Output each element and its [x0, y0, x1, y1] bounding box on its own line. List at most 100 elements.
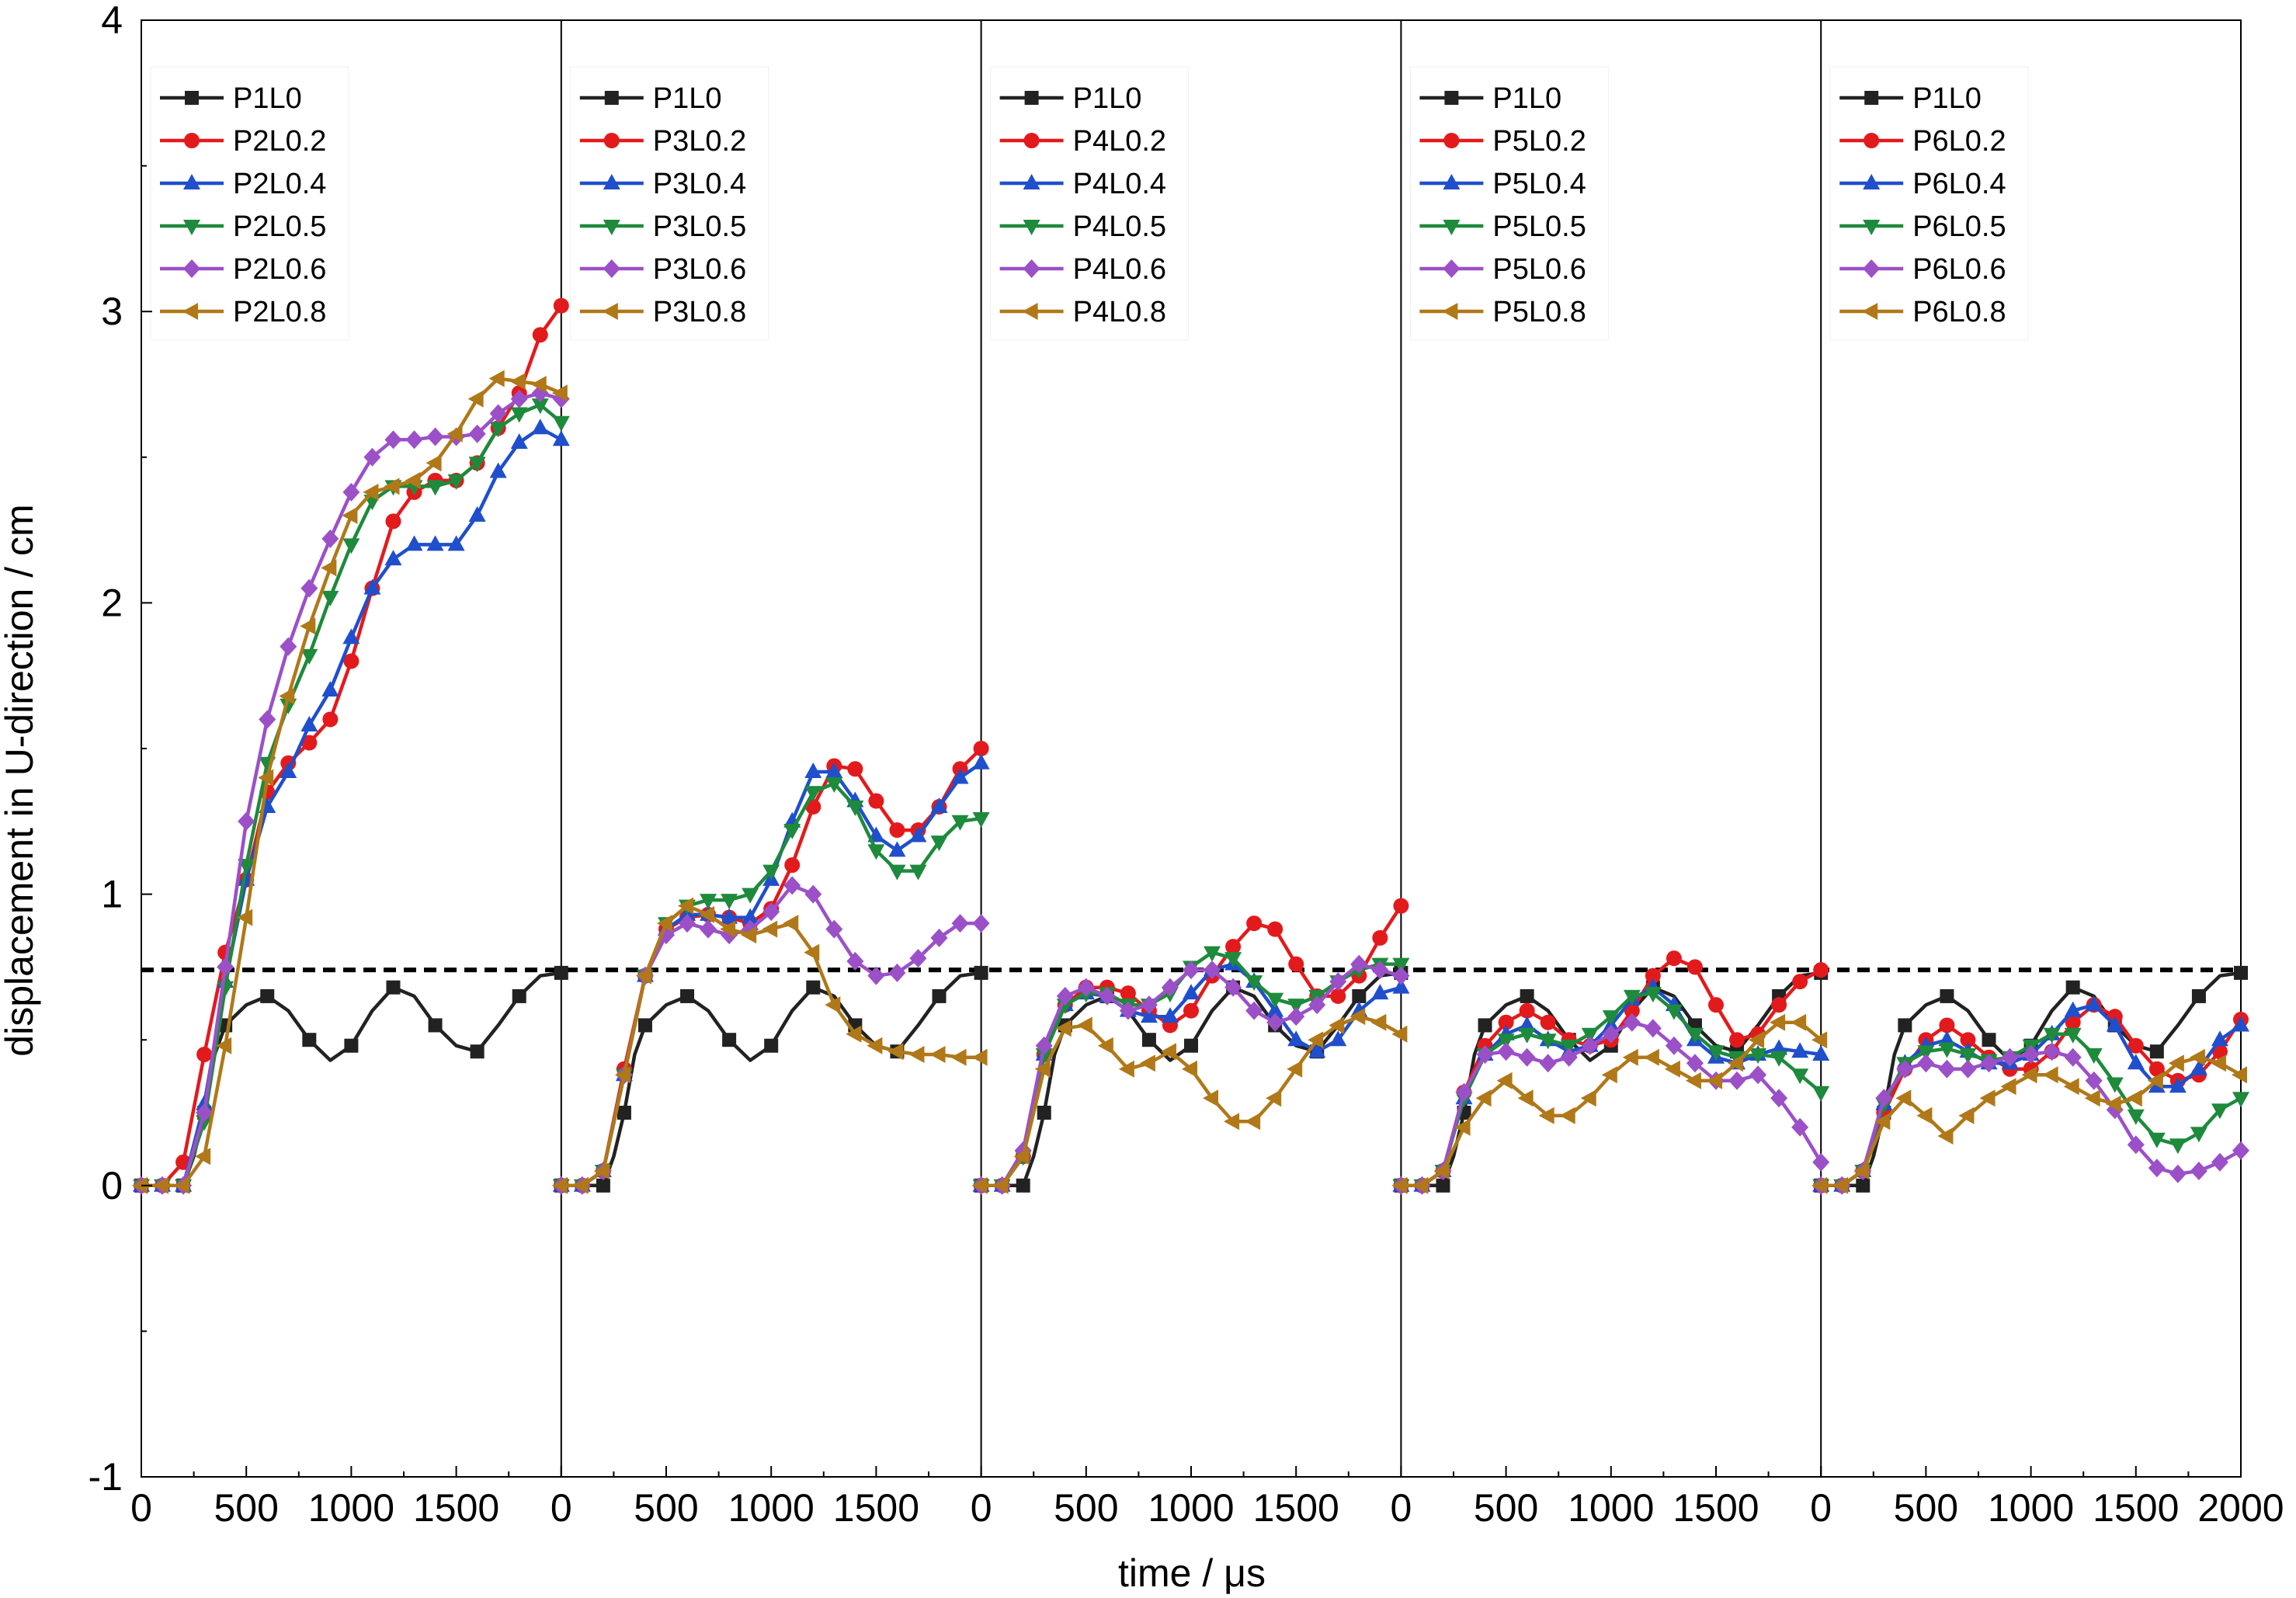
- panel-1: [132, 297, 570, 1195]
- data-point: [1959, 1047, 1977, 1064]
- data-point: [929, 1045, 946, 1063]
- data-point: [1203, 1089, 1219, 1107]
- data-point: [1518, 1027, 1536, 1044]
- data-point: [1853, 1162, 1870, 1180]
- data-point: [1183, 1002, 1199, 1019]
- legend-label: P3L0.2: [653, 125, 746, 158]
- y-tick-label: 3: [101, 290, 123, 333]
- x-tick-label: 500: [1894, 1486, 1958, 1530]
- data-point: [1707, 1045, 1725, 1061]
- legend-label: P5L0.8: [1492, 296, 1586, 328]
- data-point: [1624, 1002, 1640, 1019]
- data-point: [783, 824, 801, 840]
- data-point: [1023, 259, 1040, 278]
- data-point: [679, 914, 696, 933]
- data-point: [1960, 1032, 1976, 1048]
- data-point: [1013, 1148, 1030, 1165]
- data-point: [2210, 1054, 2226, 1072]
- data-point: [909, 864, 927, 881]
- data-point: [2232, 1016, 2249, 1032]
- data-point: [1442, 303, 1458, 320]
- data-point: [2190, 1162, 2207, 1181]
- data-point: [1392, 978, 1410, 994]
- data-point: [344, 1038, 359, 1053]
- data-point: [2169, 1138, 2187, 1155]
- data-point: [825, 919, 843, 939]
- data-point: [1559, 1106, 1575, 1124]
- x-tick-label: 1500: [1253, 1486, 1339, 1530]
- data-point: [783, 915, 799, 933]
- data-point: [343, 653, 360, 669]
- data-point: [678, 897, 694, 915]
- data-point: [551, 384, 568, 402]
- data-point: [1183, 961, 1200, 980]
- data-point: [804, 943, 820, 961]
- data-point: [1863, 259, 1881, 278]
- data-point: [972, 914, 990, 933]
- data-point: [2085, 995, 2103, 1012]
- data-point: [603, 220, 620, 235]
- data-point: [405, 535, 423, 551]
- data-point: [1497, 1033, 1515, 1050]
- data-point: [1832, 1176, 1849, 1194]
- data-point: [720, 920, 736, 938]
- legend-layer: P1L0 P2L0.2 P2L0.4 P2L0.5 P2L0.6 P2L0.8 P1L0 P3…: [150, 66, 2029, 341]
- data-point: [2065, 1014, 2081, 1030]
- data-point: [867, 844, 885, 860]
- data-point: [1685, 1072, 1701, 1089]
- data-point: [1497, 1042, 1515, 1061]
- legend-label: P5L0.6: [1492, 253, 1586, 286]
- data-point: [1623, 1013, 1641, 1032]
- data-point: [447, 474, 465, 490]
- data-point: [2211, 1152, 2228, 1172]
- legend-label: P1L0: [1492, 82, 1561, 115]
- data-point: [1392, 957, 1410, 974]
- data-point: [806, 980, 821, 995]
- data-point: [1245, 975, 1263, 992]
- data-point: [1478, 1018, 1492, 1033]
- data-point: [363, 483, 379, 501]
- data-point: [260, 988, 275, 1003]
- data-point: [742, 888, 759, 904]
- data-point: [196, 1103, 214, 1122]
- data-point: [1856, 1178, 1870, 1193]
- data-point: [363, 447, 381, 467]
- data-point: [1077, 978, 1095, 997]
- data-point: [2211, 1030, 2228, 1047]
- data-point: [1686, 1054, 1704, 1073]
- data-point: [196, 1046, 213, 1062]
- data-point: [637, 1018, 652, 1033]
- data-point: [1266, 1013, 1284, 1032]
- legend-label: P4L0.5: [1073, 210, 1166, 243]
- x-tick-label: 500: [1474, 1486, 1538, 1530]
- data-point: [1224, 978, 1242, 997]
- x-tick-label: 0: [971, 1486, 992, 1530]
- data-point: [1863, 174, 1881, 189]
- data-point: [1352, 988, 1367, 1003]
- data-point: [2169, 1077, 2187, 1093]
- data-point: [488, 370, 505, 387]
- data-point: [1245, 1113, 1261, 1131]
- data-point: [804, 884, 822, 904]
- data-point: [1120, 985, 1136, 1002]
- data-point: [300, 578, 318, 598]
- data-point: [1454, 1118, 1471, 1136]
- data-point: [1182, 1060, 1197, 1078]
- data-point: [132, 1176, 148, 1194]
- data-point: [2234, 965, 2248, 980]
- x-tick-label: 2000: [2197, 1486, 2284, 1530]
- data-point: [447, 535, 465, 551]
- data-point: [468, 457, 486, 473]
- data-point: [259, 710, 276, 729]
- data-point: [1622, 1048, 1638, 1066]
- data-point: [237, 908, 253, 926]
- y-tick-label: 4: [101, 0, 123, 42]
- data-point: [1433, 1162, 1450, 1180]
- data-point: [321, 559, 337, 577]
- data-point: [1412, 1176, 1429, 1194]
- data-point: [280, 763, 297, 779]
- data-point: [2190, 1059, 2207, 1075]
- data-point: [2042, 1066, 2058, 1084]
- data-point: [1055, 1020, 1072, 1037]
